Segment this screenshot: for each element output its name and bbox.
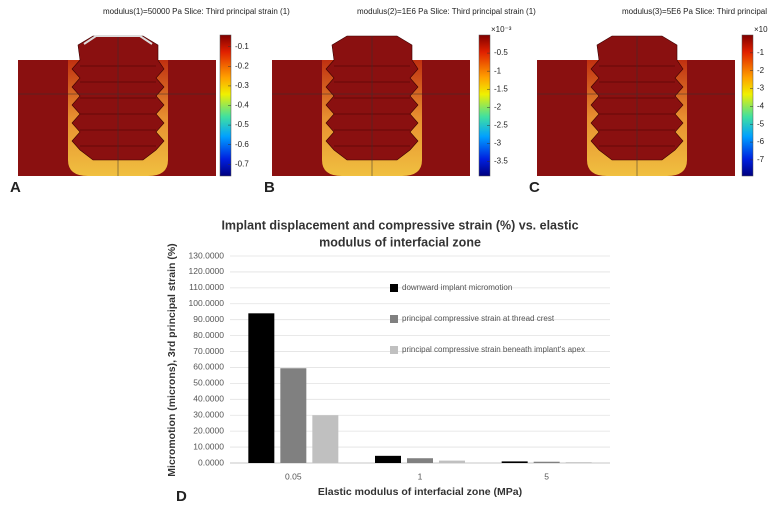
y-tick-label: 80.0000 <box>193 330 224 340</box>
y-tick-label: 10.0000 <box>193 441 224 451</box>
y-tick-label: 30.0000 <box>193 409 224 419</box>
panel-letter: C <box>529 179 540 196</box>
colorbar-tick-label: -3 <box>494 139 502 148</box>
colorbar-tick-label: -2 <box>757 66 765 75</box>
panel-title: modulus(1)=50000 Pa Slice: Third princip… <box>103 7 290 16</box>
colorbar-tick-label: -0.5 <box>235 120 249 129</box>
y-tick-label: 70.0000 <box>193 346 224 356</box>
panel-title: modulus(2)=1E6 Pa Slice: Third principal… <box>357 7 536 16</box>
strain-image <box>537 36 735 176</box>
bar <box>502 461 528 463</box>
colorbar-tick-label: -7 <box>757 155 765 164</box>
colorbar-tick-label: -0.3 <box>235 81 249 90</box>
legend-swatch <box>390 284 398 292</box>
colorbar-tick-label: -0.1 <box>235 42 249 51</box>
colorbar-tick-label: -1.5 <box>494 84 508 93</box>
chart-title: modulus of interfacial zone <box>319 235 481 249</box>
y-tick-label: 20.0000 <box>193 425 224 435</box>
colorbar-tick-label: -5 <box>757 119 765 128</box>
y-tick-label: 0.0000 <box>198 457 224 467</box>
colorbar-tick-label: -0.5 <box>494 48 508 57</box>
legend-label: downward implant micromotion <box>402 283 512 292</box>
colorbar-tick-label: -1 <box>757 48 765 57</box>
chart-title: Implant displacement and compressive str… <box>221 218 578 232</box>
y-tick-label: 50.0000 <box>193 378 224 388</box>
bar <box>280 368 306 463</box>
colorbar-tick-label: -0.6 <box>235 140 249 149</box>
strain-image <box>272 36 470 176</box>
colorbar-tick-label: -3.5 <box>494 157 508 166</box>
y-tick-label: 60.0000 <box>193 362 224 372</box>
simulation-panels: modulus(1)=50000 Pa Slice: Third princip… <box>10 7 768 196</box>
panel-title: modulus(3)=5E6 Pa Slice: Third principal… <box>622 7 768 16</box>
colorbar-multiplier: ×10⁻³ <box>491 25 512 34</box>
bar <box>439 461 465 463</box>
colorbar-tick-label: -3 <box>757 84 765 93</box>
x-tick-label: 1 <box>418 471 423 481</box>
x-tick-label: 5 <box>544 471 549 481</box>
figure: modulus(1)=50000 Pa Slice: Third princip… <box>0 0 768 508</box>
colorbar-tick-label: -4 <box>757 102 765 111</box>
bar <box>407 458 433 463</box>
colorbar-tick-label: -0.7 <box>235 159 249 168</box>
bar <box>566 462 592 463</box>
y-tick-label: 130.0000 <box>189 250 225 260</box>
y-tick-label: 90.0000 <box>193 314 224 324</box>
panel-letter: A <box>10 179 21 196</box>
legend-label: principal compressive strain beneath imp… <box>402 345 585 354</box>
y-tick-label: 40.0000 <box>193 394 224 404</box>
strain-image <box>18 36 216 176</box>
colorbar-tick-label: -1 <box>494 66 502 75</box>
y-tick-label: 100.0000 <box>189 298 225 308</box>
colorbar-tick-label: -0.2 <box>235 61 249 70</box>
panel-letter: B <box>264 179 275 196</box>
bar <box>375 456 401 463</box>
colorbar <box>742 35 753 176</box>
y-tick-label: 110.0000 <box>189 282 224 292</box>
bar <box>312 415 338 463</box>
x-tick-label: 0.05 <box>285 471 302 481</box>
y-tick-label: 120.0000 <box>189 266 225 276</box>
colorbar-multiplier: ×10⁻³ <box>754 25 768 34</box>
colorbar <box>479 35 490 176</box>
bar <box>534 462 560 463</box>
colorbar-tick-label: -0.4 <box>235 101 249 110</box>
colorbar-tick-label: -6 <box>757 137 765 146</box>
bar-chart: Implant displacement and compressive str… <box>166 218 610 505</box>
legend-label: principal compressive strain at thread c… <box>402 314 555 323</box>
colorbar-tick-label: -2 <box>494 102 502 111</box>
colorbar-tick-label: -2.5 <box>494 120 508 129</box>
legend-swatch <box>390 315 398 323</box>
x-axis-label: Elastic modulus of interfacial zone (MPa… <box>318 486 522 498</box>
legend-swatch <box>390 346 398 354</box>
bar <box>248 313 274 463</box>
panel-letter: D <box>176 488 187 505</box>
y-axis-label: Micromotion (microns), 3rd principal str… <box>166 243 178 476</box>
